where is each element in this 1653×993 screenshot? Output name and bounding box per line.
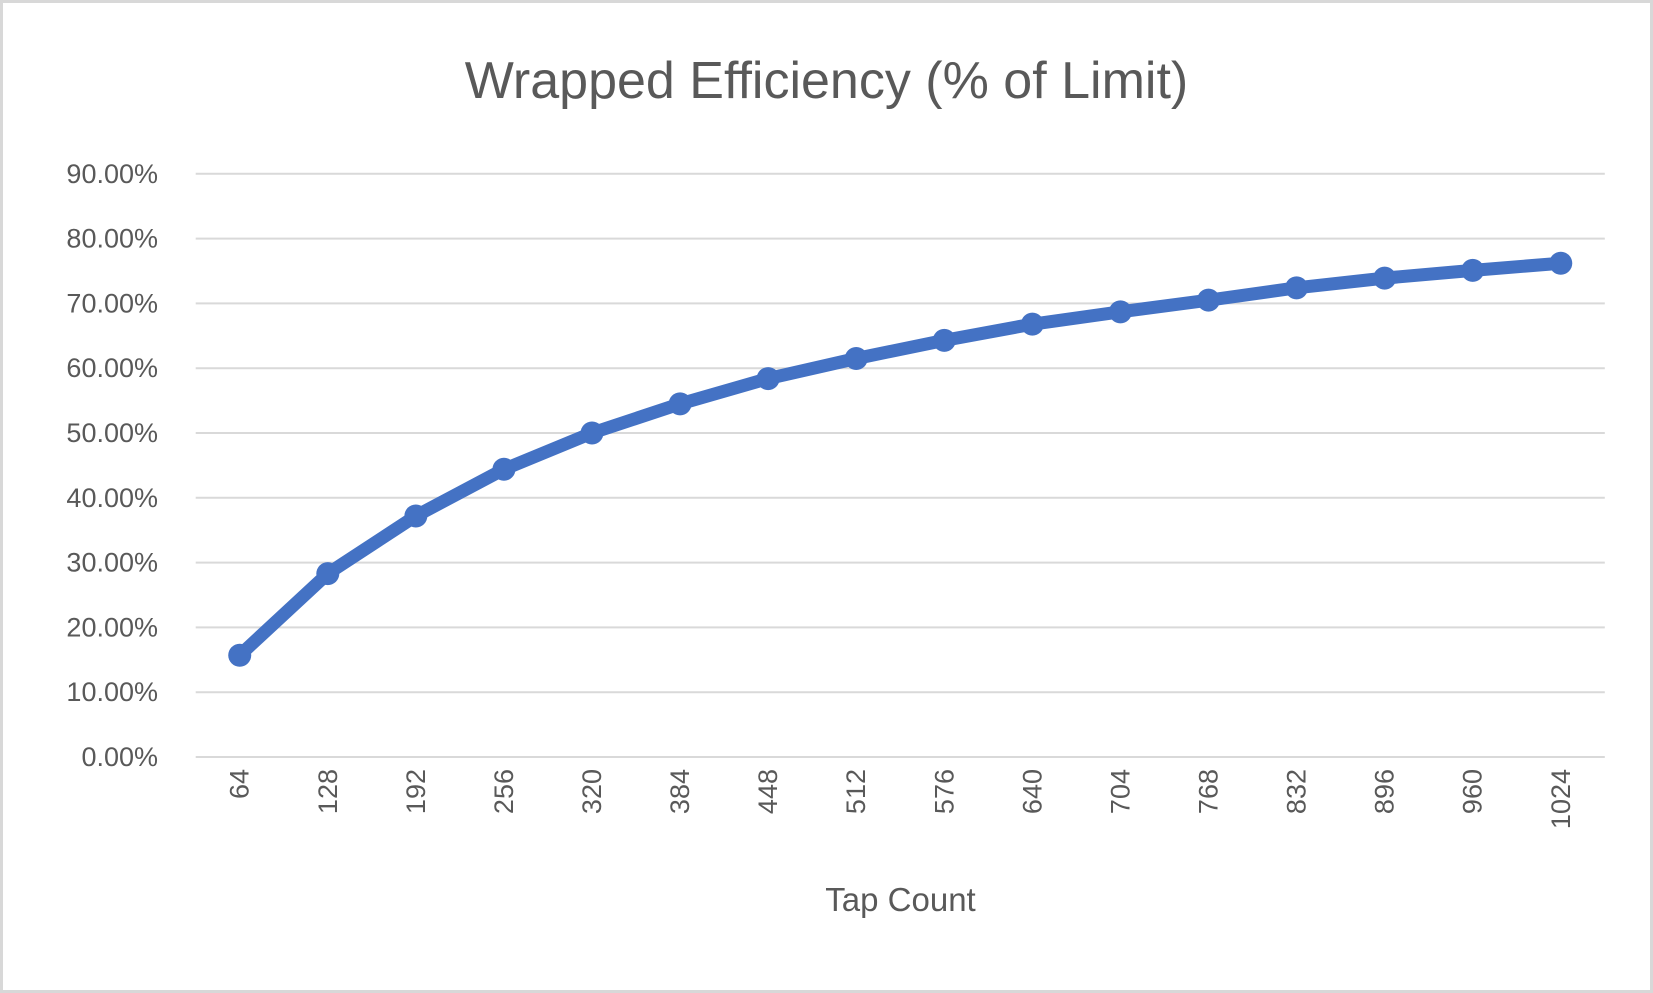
- x-tick-label: 704: [1105, 769, 1135, 814]
- y-tick-label: 30.00%: [66, 548, 158, 578]
- data-point-marker: [668, 392, 692, 416]
- data-point-marker: [1461, 258, 1485, 282]
- data-point-marker: [1020, 312, 1044, 336]
- y-tick-label: 10.00%: [66, 677, 158, 707]
- y-tick-label: 60.00%: [66, 353, 158, 383]
- y-tick-label: 50.00%: [66, 418, 158, 448]
- y-tick-label: 90.00%: [66, 159, 158, 189]
- x-tick-label: 64: [225, 769, 255, 799]
- data-point-marker: [580, 421, 604, 445]
- x-tick-label: 192: [401, 769, 431, 814]
- data-point-marker: [1373, 266, 1397, 290]
- x-tick-label: 448: [753, 769, 783, 814]
- data-point-marker: [1108, 300, 1132, 324]
- data-point-marker: [932, 328, 956, 352]
- data-point-marker: [756, 367, 780, 391]
- data-point-marker: [1549, 251, 1573, 275]
- x-tick-label: 576: [929, 769, 959, 814]
- x-tick-label: 320: [577, 769, 607, 814]
- chart-title: Wrapped Efficiency (% of Limit): [464, 52, 1189, 110]
- data-point-marker: [844, 346, 868, 370]
- y-tick-label: 40.00%: [66, 483, 158, 513]
- x-tick-label: 512: [841, 769, 871, 814]
- x-tick-label: 1024: [1546, 769, 1576, 829]
- y-tick-label: 0.00%: [81, 742, 158, 772]
- x-tick-label: 384: [665, 769, 695, 814]
- x-tick-label: 896: [1370, 769, 1400, 814]
- data-point-marker: [1285, 276, 1309, 300]
- data-point-marker: [492, 457, 516, 481]
- series-line: [233, 256, 1568, 662]
- data-point-marker: [316, 562, 340, 586]
- data-point-marker: [1196, 288, 1220, 312]
- x-tick-label: 960: [1458, 769, 1488, 814]
- data-point-marker: [228, 643, 252, 667]
- y-tick-label: 80.00%: [66, 224, 158, 254]
- y-tick-label: 20.00%: [66, 612, 158, 642]
- x-tick-label: 768: [1193, 769, 1223, 814]
- x-axis-title: Tap Count: [825, 881, 976, 918]
- x-tick-label: 128: [313, 769, 343, 814]
- plot-area: 0.00% 10.00% 20.00% 30.00% 40.00% 50.00% 60.00…: [66, 159, 1605, 829]
- y-tick-label: 70.00%: [66, 288, 158, 318]
- x-tick-label: 640: [1017, 769, 1047, 814]
- data-point-marker: [404, 504, 428, 528]
- x-tick-label: 832: [1282, 769, 1312, 814]
- x-tick-label: 256: [489, 769, 519, 814]
